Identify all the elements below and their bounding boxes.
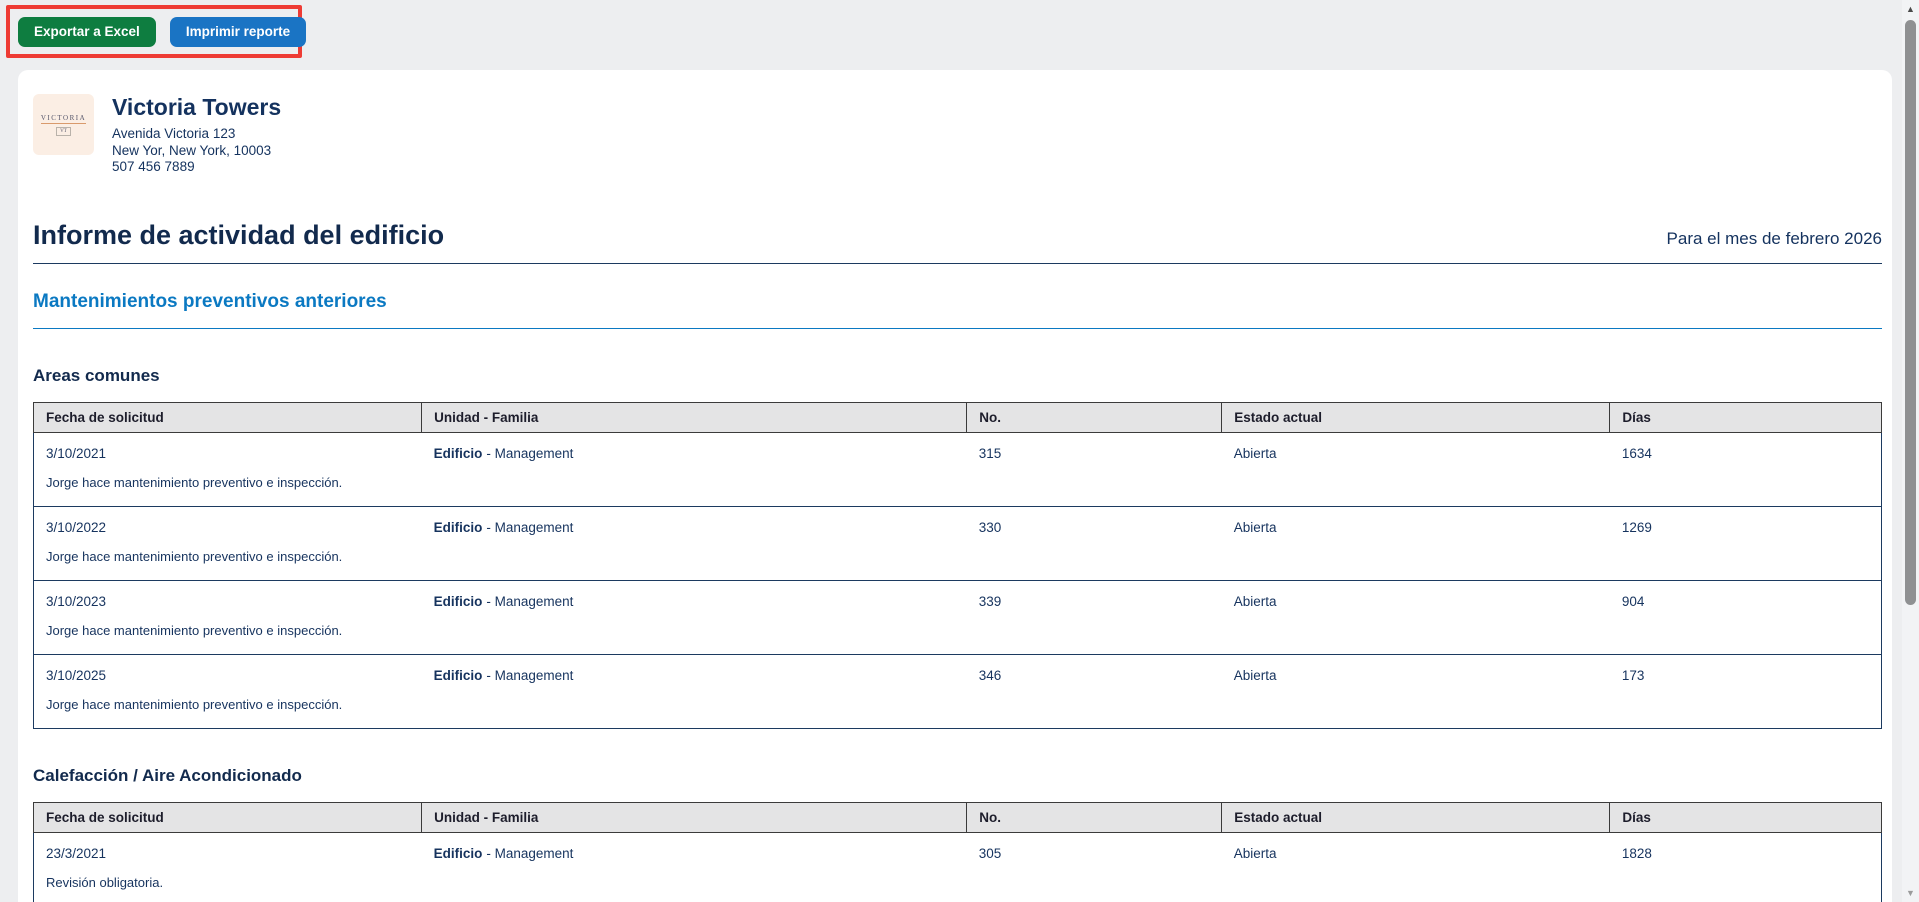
cell-days: 1634 xyxy=(1609,432,1882,465)
building-address-line1: Avenida Victoria 123 xyxy=(112,126,236,141)
unit-name: Edificio xyxy=(433,667,483,683)
report-table: Fecha de solicitud Unidad - Familia No. … xyxy=(32,401,1882,729)
table-header-row: Fecha de solicitud Unidad - Familia No. … xyxy=(32,401,1882,433)
section-title-maintenance: Mantenimientos preventivos anteriores xyxy=(33,290,387,312)
column-header-days: Días xyxy=(1609,401,1882,433)
scroll-up-icon[interactable]: ▲ xyxy=(1906,4,1915,14)
column-header-status: Estado actual xyxy=(1221,401,1611,433)
cell-unit-family: Edificio - Management xyxy=(422,580,967,613)
unit-family: - Management xyxy=(486,593,574,609)
cell-description: Jorge hace mantenimiento preventivo e in… xyxy=(33,538,1882,581)
cell-description: Revisión obligatoria. xyxy=(33,864,1882,902)
building-name: Victoria Towers xyxy=(112,94,282,120)
building-logo-text: VICTORIA xyxy=(40,113,87,124)
print-report-button[interactable]: Imprimir reporte xyxy=(169,16,307,47)
cell-days: 1828 xyxy=(1609,832,1882,865)
table-row-description: Jorge hace mantenimiento preventivo e in… xyxy=(33,686,1882,729)
sections-container: Areas comunes Fecha de solicitud Unidad … xyxy=(32,365,1882,902)
cell-description: Jorge hace mantenimiento preventivo e in… xyxy=(33,686,1882,729)
report-table: Fecha de solicitud Unidad - Familia No. … xyxy=(32,801,1882,902)
building-phone: 507 456 7889 xyxy=(112,159,195,174)
section-heading: Areas comunes xyxy=(33,365,160,385)
cell-request-date: 3/10/2023 xyxy=(32,580,422,613)
cell-description: Jorge hace mantenimiento preventivo e in… xyxy=(33,612,1882,655)
vertical-scrollbar[interactable]: ▲ ▼ xyxy=(1902,0,1919,902)
column-header-number: No. xyxy=(966,801,1223,833)
table-row-description: Jorge hace mantenimiento preventivo e in… xyxy=(33,464,1882,507)
unit-name: Edificio xyxy=(433,845,483,861)
scroll-down-icon[interactable]: ▼ xyxy=(1906,888,1915,898)
column-header-unit: Unidad - Familia xyxy=(421,401,968,433)
cell-request-date: 3/10/2025 xyxy=(32,654,422,687)
column-header-days: Días xyxy=(1609,801,1882,833)
building-header: VICTORIA VT Victoria Towers Avenida Vict… xyxy=(33,94,1882,176)
cell-unit-family: Edificio - Management xyxy=(422,654,967,687)
cell-number: 346 xyxy=(978,667,1002,683)
section-divider xyxy=(33,327,1882,329)
table-row: 3/10/2023 Edificio - Management 339 Abier… xyxy=(32,580,1882,613)
column-header-status: Estado actual xyxy=(1221,801,1611,833)
cell-number: 339 xyxy=(978,593,1002,609)
cell-request-date: 3/10/2022 xyxy=(32,506,422,539)
building-logo-mark: VT xyxy=(56,126,71,136)
page-title: Informe de actividad del edificio xyxy=(33,219,445,250)
table-row-description: Jorge hace mantenimiento preventivo e in… xyxy=(33,538,1882,581)
cell-days: 1269 xyxy=(1609,506,1882,539)
cell-number: 330 xyxy=(978,519,1002,535)
cell-status: Abierta xyxy=(1233,519,1277,535)
cell-days: 904 xyxy=(1609,580,1882,613)
table-row: 3/10/2022 Edificio - Management 330 Abier… xyxy=(32,506,1882,539)
cell-unit-family: Edificio - Management xyxy=(422,832,967,865)
table-row-description: Jorge hace mantenimiento preventivo e in… xyxy=(33,612,1882,655)
cell-number: 315 xyxy=(978,445,1002,461)
column-header-date: Fecha de solicitud xyxy=(32,801,423,833)
cell-status: Abierta xyxy=(1233,445,1277,461)
cell-unit-family: Edificio - Management xyxy=(422,506,967,539)
cell-description: Jorge hace mantenimiento preventivo e in… xyxy=(33,464,1882,507)
column-header-date: Fecha de solicitud xyxy=(32,401,423,433)
cell-status: Abierta xyxy=(1233,845,1277,861)
cell-request-date: 23/3/2021 xyxy=(32,832,422,865)
building-address-line2: New Yor, New York, 10003 xyxy=(112,142,272,158)
unit-family: - Management xyxy=(486,667,574,683)
title-divider xyxy=(33,262,1882,264)
cell-status: Abierta xyxy=(1233,593,1277,609)
report-card: VICTORIA VT Victoria Towers Avenida Vict… xyxy=(18,70,1892,902)
export-excel-button[interactable]: Exportar a Excel xyxy=(18,16,156,47)
annotation-highlight-box: Exportar a Excel Imprimir reporte xyxy=(6,5,307,58)
unit-family: - Management xyxy=(486,845,574,861)
cell-request-date: 3/10/2021 xyxy=(32,432,422,465)
section-heading: Calefacción / Aire Acondicionado xyxy=(33,765,302,785)
unit-name: Edificio xyxy=(433,593,483,609)
table-row: 3/10/2021 Edificio - Management 315 Abier… xyxy=(32,432,1882,465)
table-row: 3/10/2025 Edificio - Management 346 Abier… xyxy=(32,654,1882,687)
column-header-number: No. xyxy=(966,401,1223,433)
report-period: Para el mes de febrero 2026 xyxy=(1666,228,1882,248)
unit-family: - Management xyxy=(486,445,574,461)
unit-name: Edificio xyxy=(433,519,483,535)
cell-number: 305 xyxy=(978,845,1002,861)
table-header-row: Fecha de solicitud Unidad - Familia No. … xyxy=(32,801,1882,833)
table-row: 23/3/2021 Edificio - Management 305 Abier… xyxy=(32,832,1882,865)
cell-status: Abierta xyxy=(1233,667,1277,683)
unit-family: - Management xyxy=(486,519,574,535)
unit-name: Edificio xyxy=(433,445,483,461)
cell-unit-family: Edificio - Management xyxy=(422,432,967,465)
scrollbar-thumb[interactable] xyxy=(1905,20,1916,605)
cell-days: 173 xyxy=(1609,654,1882,687)
building-logo: VICTORIA VT xyxy=(33,94,94,155)
column-header-unit: Unidad - Familia xyxy=(421,801,968,833)
table-row-description: Revisión obligatoria. xyxy=(33,864,1882,902)
report-title-row: Informe de actividad del edificio Para e… xyxy=(33,220,1882,251)
building-info: Victoria Towers Avenida Victoria 123 New… xyxy=(112,94,281,176)
